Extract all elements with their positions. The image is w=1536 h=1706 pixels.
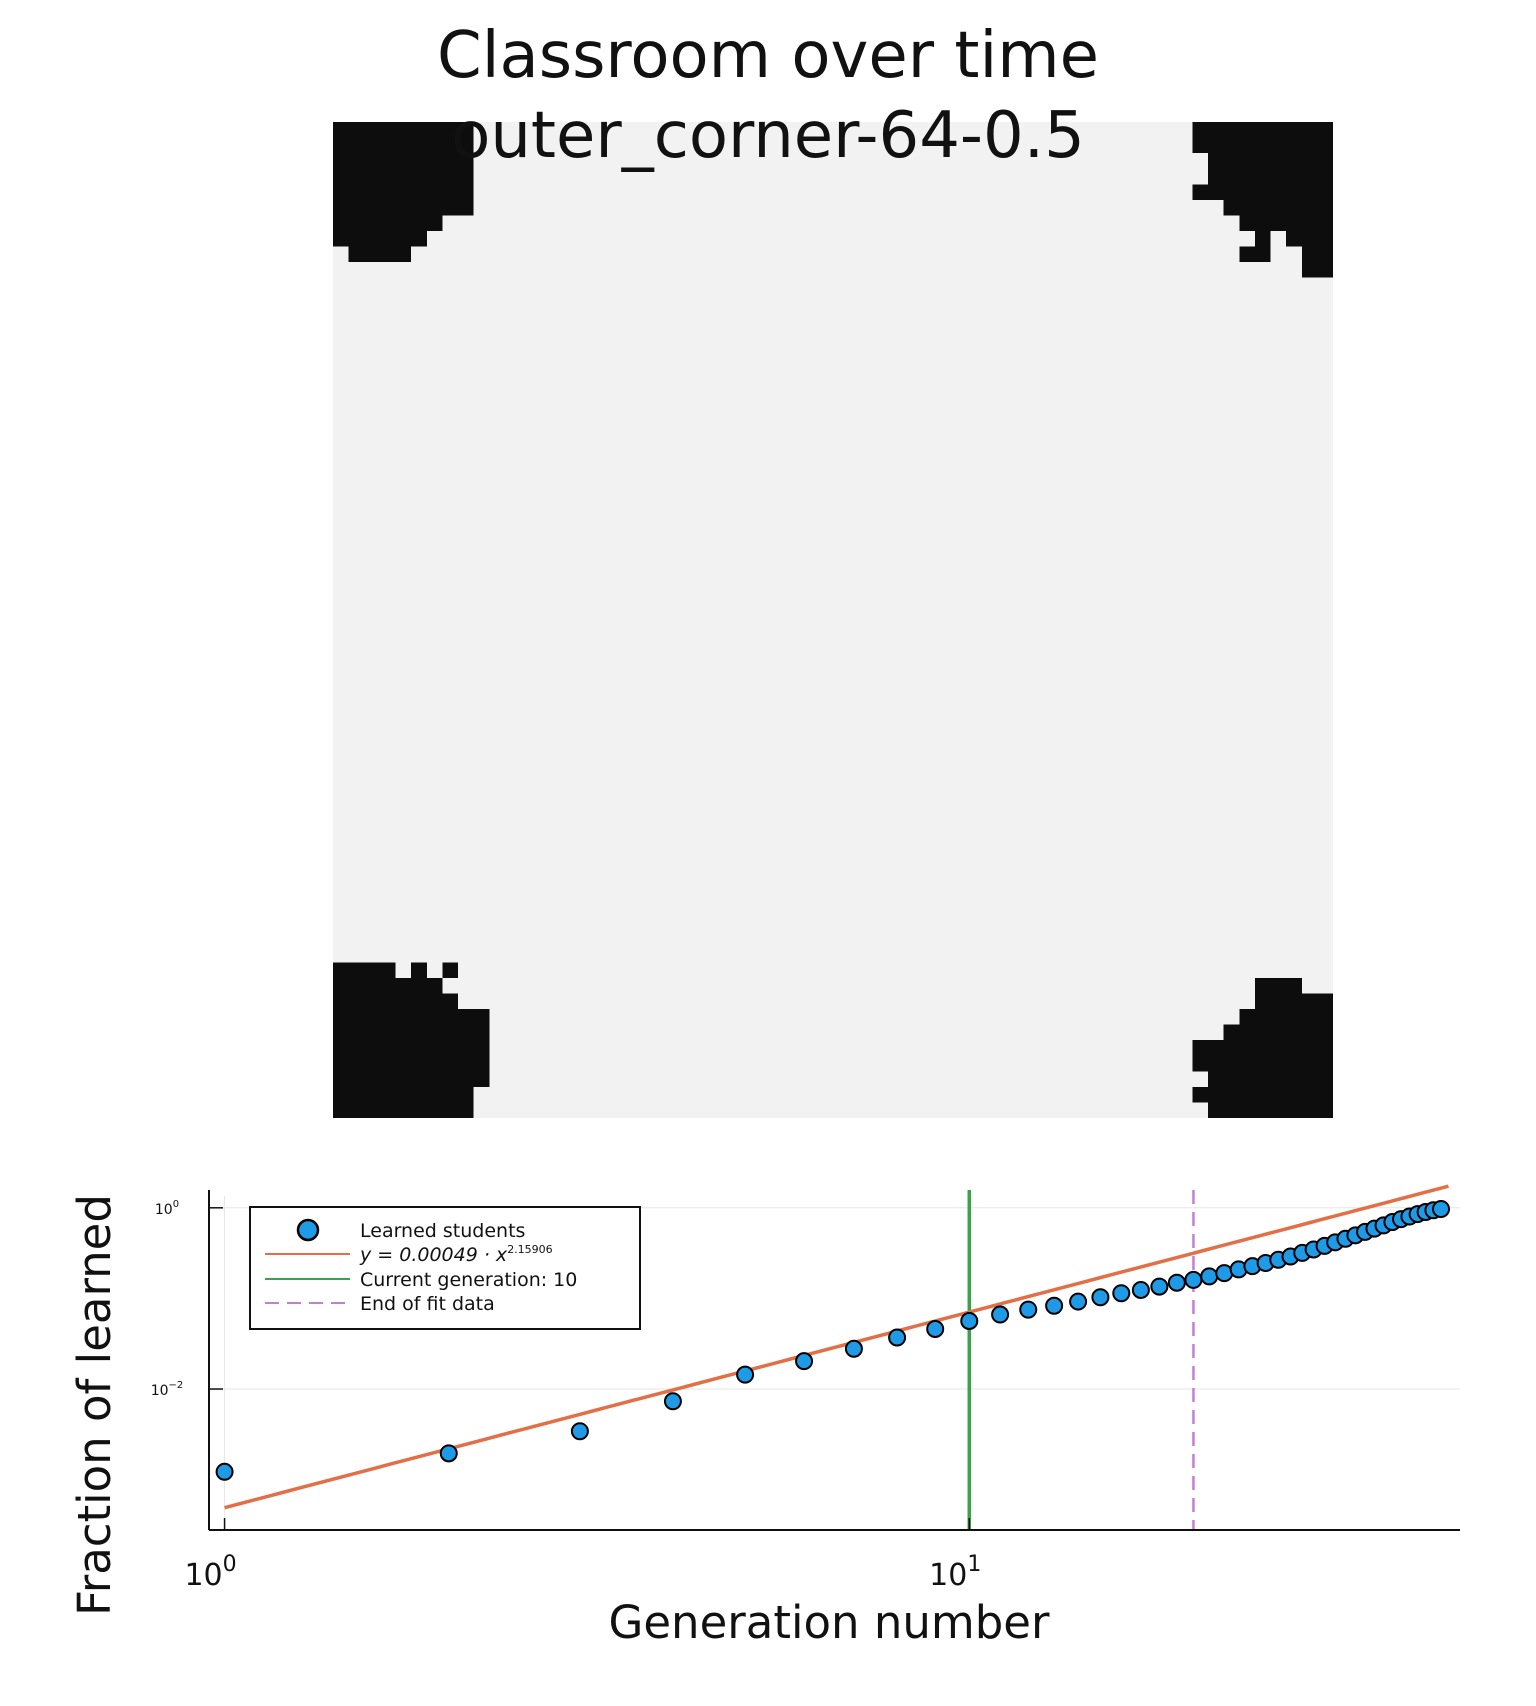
x-tick-label: 100 [184,1552,236,1593]
learned-region [1254,977,1302,994]
data-point [888,1328,907,1347]
learned-region [1301,246,1333,263]
data-point [1045,1296,1064,1315]
learned-region [333,993,458,1010]
y-tick-label: 10−2 [151,1380,184,1399]
legend-label: End of fit data [360,1293,495,1315]
learned-region [1208,1102,1333,1118]
data-point [795,1352,814,1371]
learned-region [1254,993,1333,1010]
data-point [1184,1270,1203,1289]
learned-region [1286,230,1333,247]
learned-region [442,962,458,978]
x-axis-label: Generation number [609,1596,1050,1649]
legend-label: y = 0.00049 · x2.15906 [359,1243,553,1266]
learned-region [1223,1024,1333,1041]
y-tick-label: 100 [155,1199,179,1218]
data-point [1069,1292,1088,1311]
data-point [1091,1288,1110,1307]
learned-region [333,122,474,216]
chart-subtitle: outer_corner-64-0.5 [451,99,1085,173]
learned-region [333,1009,490,1087]
x-tick-label: 101 [929,1552,981,1593]
learned-region [1192,184,1333,200]
learned-region [333,230,427,247]
fraction-learned-plot: Fraction of learned Generation number 10… [68,1184,1460,1649]
learned-region [1192,122,1333,154]
data-point [960,1311,979,1330]
learned-region [1239,1009,1333,1025]
data-point [1432,1200,1451,1219]
learned-region [333,215,443,231]
data-point [1131,1280,1150,1299]
legend-label: Current generation: 10 [360,1269,577,1291]
learned-region [1208,153,1333,185]
data-point [1019,1300,1038,1319]
fit-line [224,1184,1449,1510]
classroom-heatmap [333,122,1333,1118]
chart-title: Classroom over time [437,19,1099,93]
learned-region [1239,215,1333,231]
learned-region [1208,1071,1333,1087]
learned-region [1301,262,1333,278]
learned-region [333,962,396,978]
data-point [736,1365,755,1384]
learned-region [411,962,427,978]
learned-region [1239,246,1271,263]
learned-region [1254,230,1271,247]
data-point [663,1392,682,1411]
classroom-background [333,122,1333,1118]
data-point [1150,1277,1169,1296]
learned-region [1192,1086,1333,1103]
legend-marker [296,1218,320,1242]
data-point [439,1444,458,1463]
data-point [991,1305,1010,1324]
data-point [926,1319,945,1338]
learned-region [1192,1040,1333,1072]
legend-label: Learned students [360,1220,525,1242]
data-point [844,1339,863,1358]
learned-region [348,246,412,263]
data-point [1200,1267,1219,1286]
data-point [1112,1284,1131,1303]
learned-region [1223,199,1333,216]
data-point [1167,1273,1186,1292]
learned-region [333,977,443,994]
data-point [215,1462,234,1481]
learned-region [333,1086,474,1118]
y-axis-label: Fraction of learned [68,1194,121,1616]
data-point [570,1422,589,1441]
